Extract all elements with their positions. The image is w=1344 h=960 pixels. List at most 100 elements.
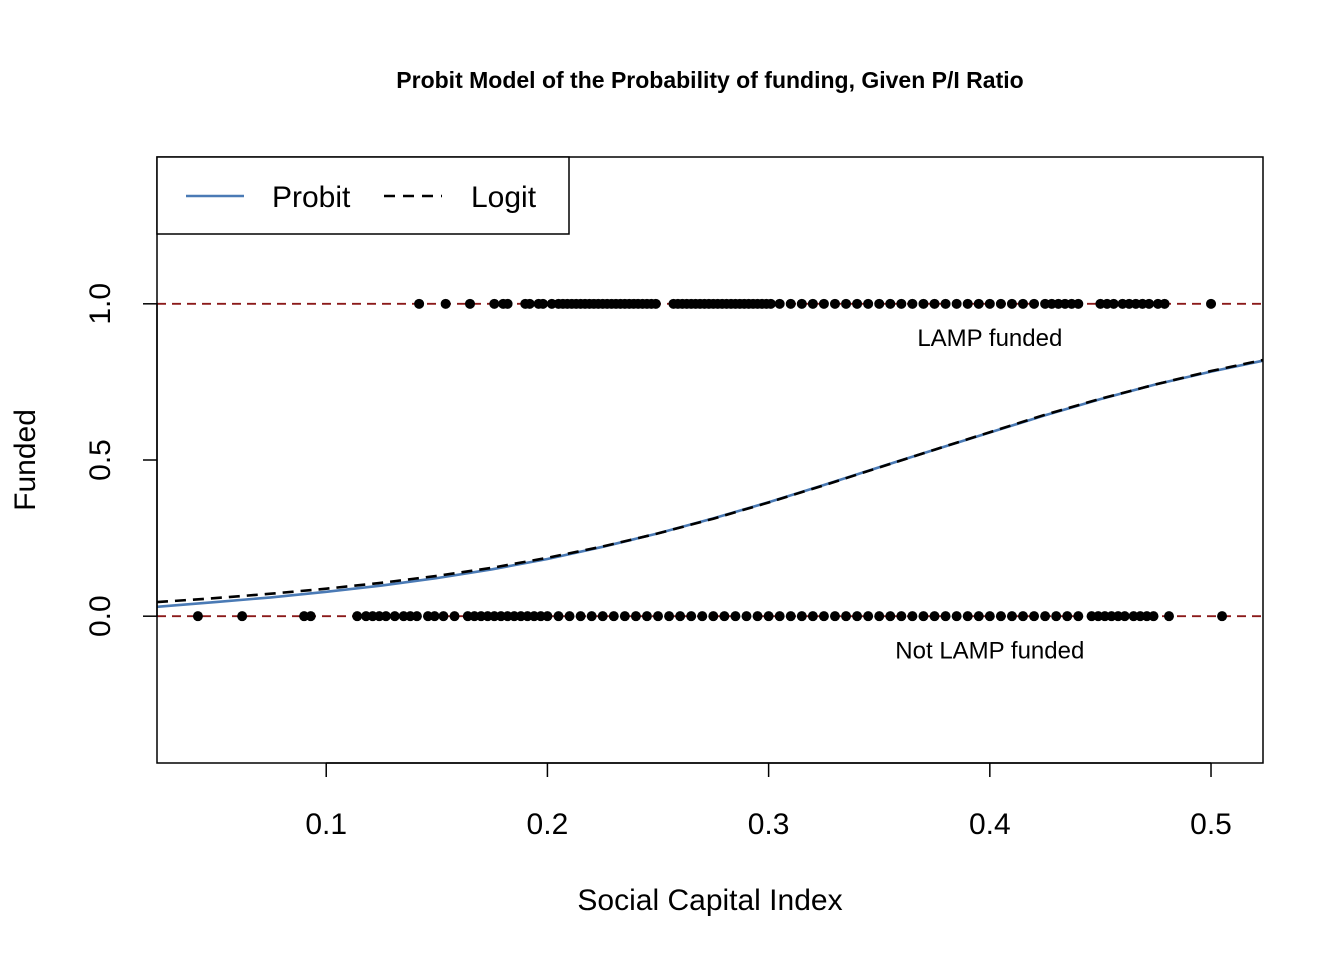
data-point <box>984 611 995 622</box>
data-point <box>829 611 840 622</box>
data-point <box>785 611 796 622</box>
data-point <box>664 611 675 622</box>
data-point <box>686 611 697 622</box>
data-points <box>192 298 1228 622</box>
data-point <box>719 611 730 622</box>
data-point <box>608 611 619 622</box>
data-point <box>907 611 918 622</box>
data-point <box>796 611 807 622</box>
data-point <box>1040 611 1051 622</box>
data-point <box>586 611 597 622</box>
data-point <box>796 298 807 309</box>
data-point <box>1073 298 1084 309</box>
y-tick-label: 1.0 <box>84 283 117 325</box>
data-point <box>962 298 973 309</box>
data-point <box>907 298 918 309</box>
data-point <box>765 298 776 309</box>
data-point <box>429 611 440 622</box>
data-point <box>542 611 553 622</box>
data-point <box>1017 611 1028 622</box>
data-point <box>650 298 661 309</box>
data-point <box>449 611 460 622</box>
data-point <box>564 611 575 622</box>
x-tick-label: 0.2 <box>527 808 569 841</box>
data-point <box>553 611 564 622</box>
data-point <box>464 298 475 309</box>
data-point <box>1163 611 1174 622</box>
data-point <box>973 611 984 622</box>
data-point <box>1029 298 1040 309</box>
data-point <box>524 298 535 309</box>
annotation-0: LAMP funded <box>917 325 1062 352</box>
data-point <box>411 611 422 622</box>
data-point <box>885 298 896 309</box>
data-point <box>863 298 874 309</box>
logit-curve <box>156 358 1264 604</box>
data-point <box>918 298 929 309</box>
data-point <box>885 611 896 622</box>
data-point <box>896 611 907 622</box>
x-axis-label: Social Capital Index <box>577 884 842 917</box>
y-axis: 0.0 0.5 1.0 <box>84 283 158 637</box>
data-point <box>962 611 973 622</box>
data-point <box>502 298 513 309</box>
data-point <box>818 298 829 309</box>
data-point <box>414 298 425 309</box>
data-point <box>818 611 829 622</box>
data-point <box>763 611 774 622</box>
data-point <box>1119 611 1130 622</box>
x-axis: 0.1 0.2 0.3 0.4 0.5 <box>305 762 1232 841</box>
data-point <box>1144 298 1155 309</box>
probit-curve <box>156 359 1264 609</box>
legend-logit-label: Logit <box>471 181 537 214</box>
plot-frame <box>156 156 1264 764</box>
data-point <box>984 298 995 309</box>
data-point <box>1006 611 1017 622</box>
data-point <box>1051 611 1062 622</box>
data-point <box>237 611 248 622</box>
data-point <box>774 611 785 622</box>
data-point <box>708 611 719 622</box>
data-point <box>619 611 630 622</box>
data-point <box>752 611 763 622</box>
data-point <box>675 611 686 622</box>
data-point <box>951 611 962 622</box>
data-point <box>1062 611 1073 622</box>
y-tick-label: 0.0 <box>84 595 117 637</box>
fitted-curves <box>156 358 1264 609</box>
data-point <box>995 611 1006 622</box>
data-point <box>389 611 400 622</box>
data-point <box>829 298 840 309</box>
data-point <box>929 298 940 309</box>
data-point <box>1073 611 1084 622</box>
data-point <box>774 298 785 309</box>
data-point <box>653 611 664 622</box>
data-point <box>863 611 874 622</box>
data-point <box>489 298 500 309</box>
annotations: LAMP funded Not LAMP funded <box>895 325 1084 664</box>
data-point <box>785 298 796 309</box>
data-point <box>438 611 449 622</box>
reference-lines <box>157 302 1263 618</box>
y-axis-label: Funded <box>9 409 42 511</box>
chart-title: Probit Model of the Probability of fundi… <box>396 67 1023 93</box>
x-tick-label: 0.1 <box>305 808 347 841</box>
data-point <box>1217 611 1228 622</box>
data-point <box>697 611 708 622</box>
data-point <box>1108 298 1119 309</box>
data-point <box>995 298 1006 309</box>
data-point <box>741 611 752 622</box>
data-point <box>1017 298 1028 309</box>
data-point <box>597 611 608 622</box>
data-point <box>537 298 548 309</box>
data-point <box>730 611 741 622</box>
data-point <box>807 611 818 622</box>
data-point <box>1029 611 1040 622</box>
data-point <box>940 611 951 622</box>
data-point <box>305 611 316 622</box>
data-point <box>973 298 984 309</box>
data-point <box>1148 611 1159 622</box>
data-point <box>192 611 203 622</box>
data-point <box>852 298 863 309</box>
